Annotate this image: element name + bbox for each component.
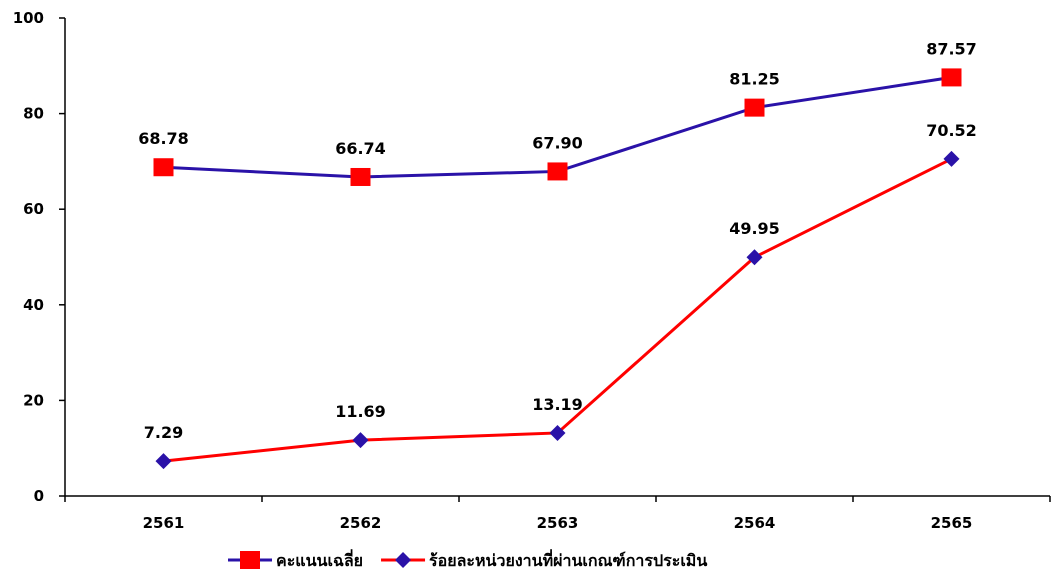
legend-item-1: ร้อยละหน่วยงานที่ผ่านเกณฑ์การประเมิน: [381, 549, 707, 570]
x-tick-label: 2565: [931, 514, 973, 532]
legend-swatch-marker: [395, 552, 412, 568]
data-point-marker: [547, 162, 568, 181]
legend-swatch-marker: [240, 551, 260, 569]
y-tick-label: 40: [23, 296, 44, 314]
legend-label: คะแนนเฉลี่ย: [276, 549, 363, 570]
data-point-marker: [943, 150, 960, 167]
x-tick-label: 2562: [340, 514, 382, 532]
data-label: 49.95: [729, 219, 780, 238]
chart-legend: คะแนนเฉลี่ย ร้อยละหน่วยงานที่ผ่านเกณฑ์การ…: [228, 549, 707, 570]
legend-label: ร้อยละหน่วยงานที่ผ่านเกณฑ์การประเมิน: [429, 549, 707, 570]
series-line-1: [163, 157, 953, 463]
data-label: 13.19: [532, 395, 583, 414]
chart-axes: 0 20 40 60 80 100 2561 2562 2563 2564 2565: [13, 9, 1051, 532]
data-point-marker: [153, 158, 174, 177]
y-tick-label: 20: [23, 391, 44, 409]
y-tick-label: 100: [13, 9, 44, 27]
data-labels: 68.78 66.74 67.90 81.25 87.57 7.29 11.69 13.19 4…: [138, 39, 977, 442]
data-label: 7.29: [144, 423, 183, 442]
data-point-marker: [744, 98, 765, 117]
data-label: 87.57: [926, 39, 977, 58]
series-line-0: [163, 75, 952, 179]
chart-series: [153, 68, 962, 470]
data-label: 70.52: [926, 121, 977, 140]
x-tick-label: 2561: [143, 514, 185, 532]
y-tick-label: 60: [23, 200, 44, 218]
data-point-marker: [352, 432, 369, 449]
y-tick-label: 0: [34, 487, 44, 505]
data-point-marker: [155, 453, 172, 470]
data-point-marker: [549, 424, 566, 441]
data-point-marker: [941, 68, 962, 87]
data-label: 11.69: [335, 402, 386, 421]
data-label: 68.78: [138, 129, 189, 148]
x-tick-label: 2564: [734, 514, 776, 532]
x-tick-label: 2563: [537, 514, 579, 532]
data-label: 66.74: [335, 139, 386, 158]
legend-item-0: คะแนนเฉลี่ย: [228, 549, 363, 570]
data-point-marker: [746, 249, 763, 266]
data-label: 81.25: [729, 70, 780, 89]
data-point-marker: [350, 167, 371, 186]
y-tick-label: 80: [23, 105, 44, 123]
data-label: 67.90: [532, 133, 583, 152]
